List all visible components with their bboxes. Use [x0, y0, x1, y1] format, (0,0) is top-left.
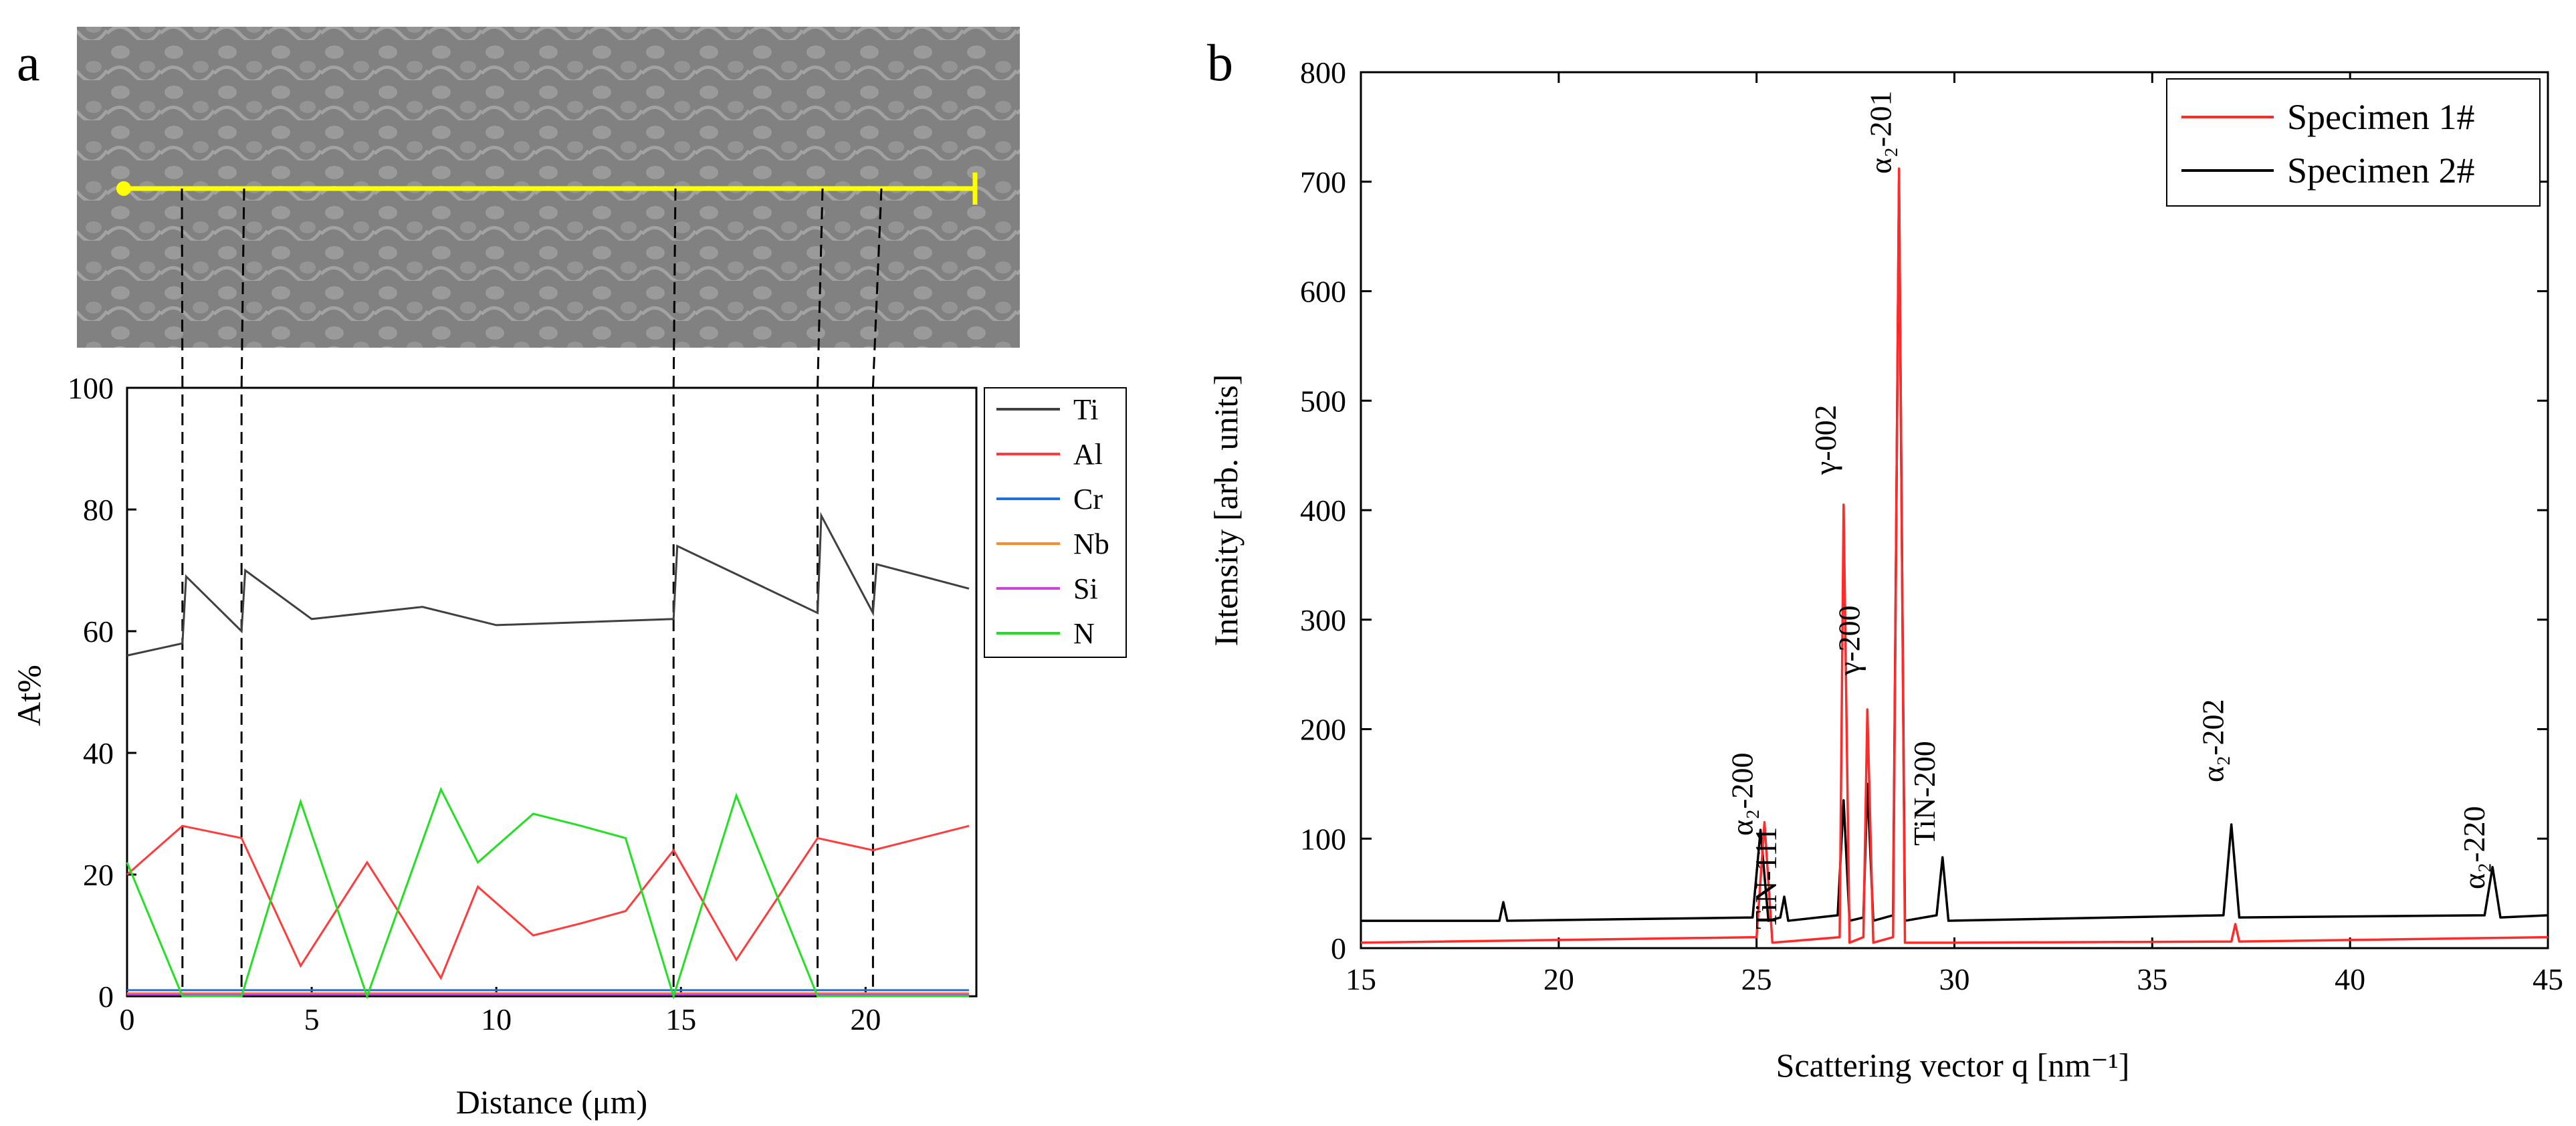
panel-b-xtick-label: 15 — [1346, 962, 1376, 996]
panel-a-xtick-label: 10 — [481, 1002, 512, 1036]
marker-dashed-line — [817, 188, 824, 996]
peak-label: α₂-202 — [2196, 699, 2230, 782]
peak-label: TiN-111 — [1749, 827, 1783, 929]
peak-label: α₂-201 — [1864, 91, 1898, 174]
panel-b-ytick-label: 0 — [1331, 931, 1346, 966]
panel-b-ytick-label: 600 — [1300, 275, 1346, 309]
panel-a-marker-lines — [181, 188, 883, 996]
panel-a-ytick-label: 60 — [83, 614, 114, 649]
panel-a-legend-box — [984, 387, 1127, 658]
panel-a-plot-frame — [126, 386, 978, 998]
panel-b: b 15 20 25 30 35 40 45 0 100 200 300 400 500 600 700 80… — [1207, 33, 2563, 1084]
legend-label-n: N — [1073, 617, 1095, 650]
panel-a-legend: Ti Al Cr Nb Si N — [984, 387, 1127, 658]
panel-b-xtick-label: 25 — [1741, 962, 1772, 996]
panel-b-ytick-label: 800 — [1300, 55, 1346, 90]
panel-b-legend: Specimen 1# Specimen 2# — [2166, 78, 2541, 207]
marker-dashed-line — [240, 188, 245, 996]
series-line-n — [126, 786, 969, 1000]
panel-b-letter: b — [1207, 33, 1233, 92]
panel-a-ytick-label: 0 — [98, 980, 114, 1014]
series-line-ti — [126, 512, 970, 657]
panel-a-xlabel: Distance (μm) — [456, 1083, 647, 1121]
panel-b-legend-box — [2166, 78, 2541, 207]
peak-label: γ-002 — [1808, 405, 1842, 475]
panel-b-xtick-label: 35 — [2137, 962, 2167, 996]
linescan-start-marker — [116, 181, 131, 196]
panel-a-ytick-label: 40 — [83, 736, 114, 770]
panel-b-xtick-label: 40 — [2335, 962, 2365, 996]
panel-a-xtick-label: 15 — [665, 1002, 696, 1036]
panel-b-ytick-label: 700 — [1300, 165, 1346, 199]
legend-label-specimen-2: Specimen 2# — [2287, 150, 2474, 191]
panel-b-xlabel: Scattering vector q [nm⁻¹] — [1776, 1046, 2130, 1084]
panel-b-ytick-label: 200 — [1300, 713, 1346, 747]
legend-label-cr: Cr — [1073, 483, 1103, 516]
legend-label-ti: Ti — [1073, 393, 1099, 426]
panel-a-series — [126, 512, 970, 1000]
panel-b-axes: 15 20 25 30 35 40 45 0 100 200 300 400 500 600 700 800 — [1300, 55, 2563, 996]
peak-label: TiN-200 — [1907, 741, 1941, 846]
marker-dashed-line — [871, 188, 883, 996]
panel-a-xtick-label: 20 — [850, 1002, 881, 1036]
panel-a-xtick-label: 5 — [304, 1002, 320, 1036]
peak-label: γ-200 — [1832, 605, 1866, 676]
series-line-al — [126, 824, 970, 980]
series-line-specimen-1 — [1360, 167, 2549, 944]
panel-b-xtick-label: 30 — [1939, 962, 1970, 996]
panel-a-xtick-label: 0 — [120, 1002, 135, 1036]
panel-a-axes: 0 5 10 15 20 0 20 40 60 80 100 — [68, 371, 881, 1036]
peak-label: α₂-200 — [1725, 753, 1759, 836]
legend-label-si: Si — [1073, 572, 1098, 605]
legend-label-specimen-1: Specimen 1# — [2287, 97, 2474, 137]
legend-label-nb: Nb — [1073, 528, 1109, 560]
panel-b-ytick-label: 500 — [1300, 384, 1346, 418]
panel-a-ylabel: At% — [10, 665, 47, 726]
sem-micrograph — [77, 27, 1020, 348]
panel-a-ytick-label: 80 — [83, 493, 114, 527]
panel-b-xtick-label: 20 — [1543, 962, 1574, 996]
panel-b-ytick-label: 300 — [1300, 603, 1346, 637]
marker-dashed-line — [672, 188, 677, 996]
panel-b-ytick-label: 100 — [1300, 822, 1346, 856]
marker-dashed-line — [181, 188, 184, 996]
panel-a-ytick-label: 100 — [68, 371, 114, 405]
panel-a-ytick-label: 20 — [83, 858, 114, 892]
panel-b-xtick-label: 45 — [2533, 962, 2563, 996]
panel-b-ylabel: Intensity [arb. units] — [1207, 374, 1245, 647]
panel-a-letter: a — [17, 33, 40, 92]
panel-b-ytick-label: 400 — [1300, 493, 1346, 528]
legend-label-al: Al — [1073, 438, 1103, 471]
panel-b-series — [1360, 167, 2549, 944]
series-line-specimen-2 — [1361, 181, 2549, 922]
peak-label: α₂-220 — [2457, 806, 2491, 889]
